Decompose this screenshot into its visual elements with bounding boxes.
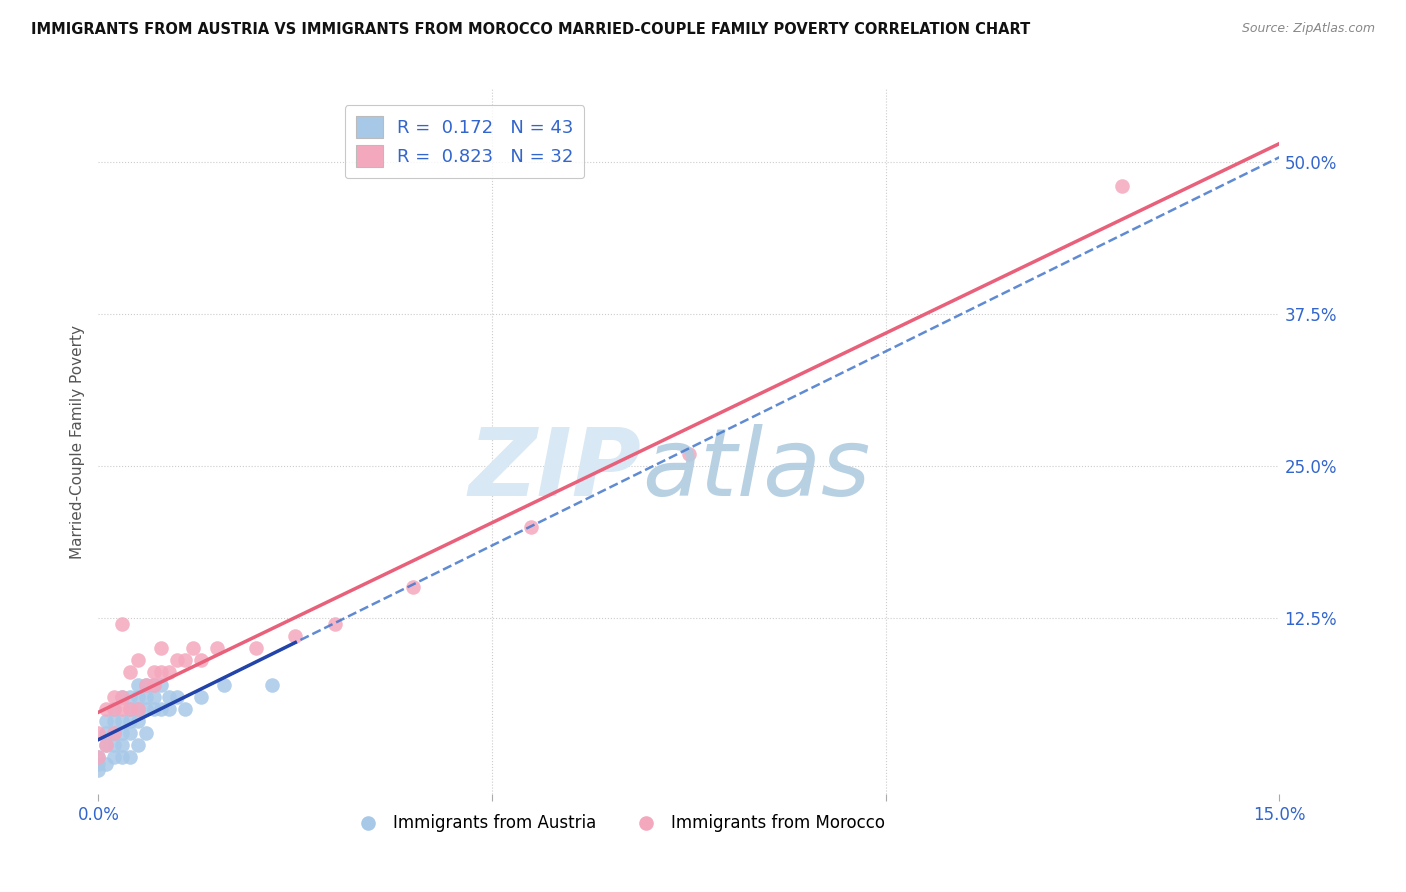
- Point: [142, 690, 165, 704]
- Point: [111, 690, 134, 704]
- Point: [127, 714, 149, 728]
- Point: [103, 702, 125, 716]
- Point: [127, 653, 149, 667]
- Point: [150, 641, 173, 656]
- Point: [150, 702, 173, 716]
- Point: [111, 726, 134, 740]
- Y-axis label: Married-Couple Family Poverty: Married-Couple Family Poverty: [69, 325, 84, 558]
- Point: [111, 702, 134, 716]
- Point: [214, 677, 236, 691]
- Point: [103, 726, 125, 740]
- Point: [174, 702, 197, 716]
- Point: [111, 750, 134, 764]
- Point: [157, 690, 180, 704]
- Point: [157, 702, 180, 716]
- Point: [118, 702, 141, 716]
- Point: [142, 665, 165, 680]
- Point: [127, 739, 149, 753]
- Point: [87, 756, 110, 771]
- Point: [111, 690, 134, 704]
- Point: [87, 726, 110, 740]
- Point: [87, 750, 110, 764]
- Point: [135, 702, 157, 716]
- Point: [96, 702, 118, 716]
- Point: [103, 690, 125, 704]
- Point: [111, 616, 134, 631]
- Point: [157, 665, 180, 680]
- Point: [402, 580, 425, 594]
- Point: [127, 690, 149, 704]
- Point: [96, 726, 118, 740]
- Point: [118, 702, 141, 716]
- Point: [103, 714, 125, 728]
- Point: [174, 653, 197, 667]
- Point: [135, 690, 157, 704]
- Point: [118, 665, 141, 680]
- Point: [190, 653, 212, 667]
- Point: [103, 750, 125, 764]
- Point: [678, 447, 700, 461]
- Point: [118, 726, 141, 740]
- Point: [118, 690, 141, 704]
- Point: [127, 702, 149, 716]
- Point: [103, 702, 125, 716]
- Point: [150, 677, 173, 691]
- Point: [111, 739, 134, 753]
- Text: ZIP: ZIP: [468, 424, 641, 516]
- Point: [87, 763, 110, 777]
- Point: [118, 750, 141, 764]
- Text: Source: ZipAtlas.com: Source: ZipAtlas.com: [1241, 22, 1375, 36]
- Point: [135, 677, 157, 691]
- Point: [166, 690, 188, 704]
- Point: [181, 641, 204, 656]
- Point: [166, 653, 188, 667]
- Point: [245, 641, 267, 656]
- Point: [118, 714, 141, 728]
- Point: [142, 677, 165, 691]
- Text: atlas: atlas: [641, 425, 870, 516]
- Point: [142, 677, 165, 691]
- Point: [111, 714, 134, 728]
- Point: [260, 677, 283, 691]
- Point: [96, 714, 118, 728]
- Point: [520, 519, 543, 533]
- Legend: Immigrants from Austria, Immigrants from Morocco: Immigrants from Austria, Immigrants from…: [344, 807, 891, 838]
- Point: [96, 739, 118, 753]
- Point: [284, 629, 307, 643]
- Point: [96, 739, 118, 753]
- Point: [127, 677, 149, 691]
- Text: IMMIGRANTS FROM AUSTRIA VS IMMIGRANTS FROM MOROCCO MARRIED-COUPLE FAMILY POVERTY: IMMIGRANTS FROM AUSTRIA VS IMMIGRANTS FR…: [31, 22, 1031, 37]
- Point: [150, 665, 173, 680]
- Point: [103, 739, 125, 753]
- Point: [190, 690, 212, 704]
- Point: [96, 756, 118, 771]
- Point: [127, 702, 149, 716]
- Point: [205, 641, 228, 656]
- Point: [103, 726, 125, 740]
- Point: [135, 726, 157, 740]
- Point: [323, 616, 346, 631]
- Point: [1111, 179, 1133, 194]
- Point: [135, 677, 157, 691]
- Point: [87, 750, 110, 764]
- Point: [142, 702, 165, 716]
